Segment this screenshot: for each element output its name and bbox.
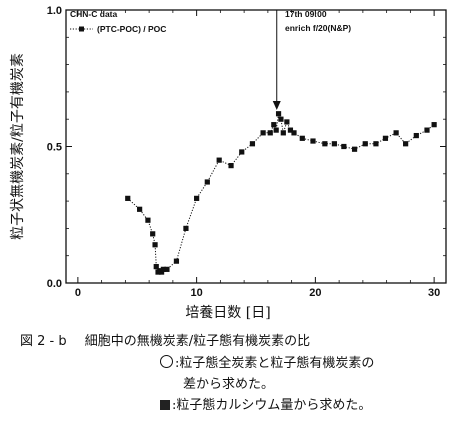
x-axis-label: 培養日数 [日] [185,304,270,321]
legend-series-label: (PTC-POC) / POC [97,24,166,34]
x-tick-label: 10 [191,287,203,299]
data-point [160,266,166,272]
data-point [125,195,131,201]
data-point [287,127,294,133]
data-point [249,141,256,147]
plot-frame [65,9,447,284]
data-point [284,119,290,125]
data-point [152,242,158,248]
data-point [173,258,180,264]
caption-square-note: :粒子態カルシウム量から求めた。 [20,395,460,416]
data-point [299,135,305,141]
data-point [351,146,358,152]
data-point [267,130,273,136]
data-point [204,179,210,185]
data-point [280,130,286,136]
data-point [216,157,222,163]
legend-marker-sample [79,26,84,32]
y-tick-label: 0.0 [47,278,62,290]
axis-ticks: 0 10 20 30 0.0 0.5 1.0 [47,5,446,299]
data-point [275,111,282,117]
data-point [424,127,430,133]
data-point [239,149,245,155]
figure-number: 図 2 - b [20,334,67,349]
y-tick-label: 0.5 [47,142,62,154]
data-layer [125,111,437,275]
data-point [403,141,409,147]
legend: CHN-C data (PTC-POC) / POC [70,9,166,34]
data-point [322,141,328,147]
data-point [273,127,279,133]
filled-square-icon [160,400,170,410]
data-point [291,130,297,136]
circle-note-text-2: 差から求めた。 [183,377,275,392]
series-line [127,111,435,273]
annotation-line-2: enrich f/20(N&P) [285,23,351,33]
chart-svg: 0 10 20 30 0.0 0.5 1.0 CHN-C data (PTC-POC) / … [10,5,447,321]
circle-note-text-1: :粒子態全炭素と粒子態有機炭素の [175,356,375,371]
data-point [137,206,143,212]
data-point [153,264,159,270]
enrichment-annotation: 17th 09:00 enrich f/20(N&P) [272,9,351,111]
plot-border [65,9,447,284]
data-point [393,130,399,136]
data-point [341,143,347,150]
legend-dataset-label: CHN-C data [70,9,117,19]
data-point [194,195,200,201]
data-point [183,225,189,231]
data-point [310,138,316,144]
caption-circle-note: :粒子態全炭素と粒子態有機炭素の [20,353,460,374]
data-point [164,266,170,272]
y-tick-label: 1.0 [47,5,62,17]
x-tick-label: 20 [309,287,321,299]
annotation-arrow-head [272,101,281,111]
data-point [362,141,368,147]
data-point [150,231,156,237]
data-point [271,122,277,128]
y-axis-label: 粒子状無機炭素/粒子有機炭素 [10,53,26,240]
data-point [382,135,389,141]
data-point [145,217,151,223]
data-point [260,130,266,136]
data-point [278,116,284,122]
figure-caption: 図 2 - b 細胞中の無機炭素/粒子態有機炭素の比 :粒子態全炭素と粒子態有機… [20,330,460,416]
data-point [413,132,419,139]
square-note-text: :粒子態カルシウム量から求めた。 [172,398,372,413]
data-point [158,269,165,275]
caption-circle-note-cont: 差から求めた。 [20,374,460,395]
figure-title: 細胞中の無機炭素/粒子態有機炭素の比 [84,334,311,349]
data-point [228,163,234,169]
x-tick-label: 0 [75,287,81,299]
data-point [331,141,337,147]
x-tick-label: 30 [428,287,440,299]
open-circle-icon [160,355,173,368]
data-point [431,122,437,128]
annotation-line-1: 17th 09:00 [285,9,327,19]
caption-title-row: 図 2 - b 細胞中の無機炭素/粒子態有機炭素の比 [20,330,460,349]
data-point [373,141,379,147]
